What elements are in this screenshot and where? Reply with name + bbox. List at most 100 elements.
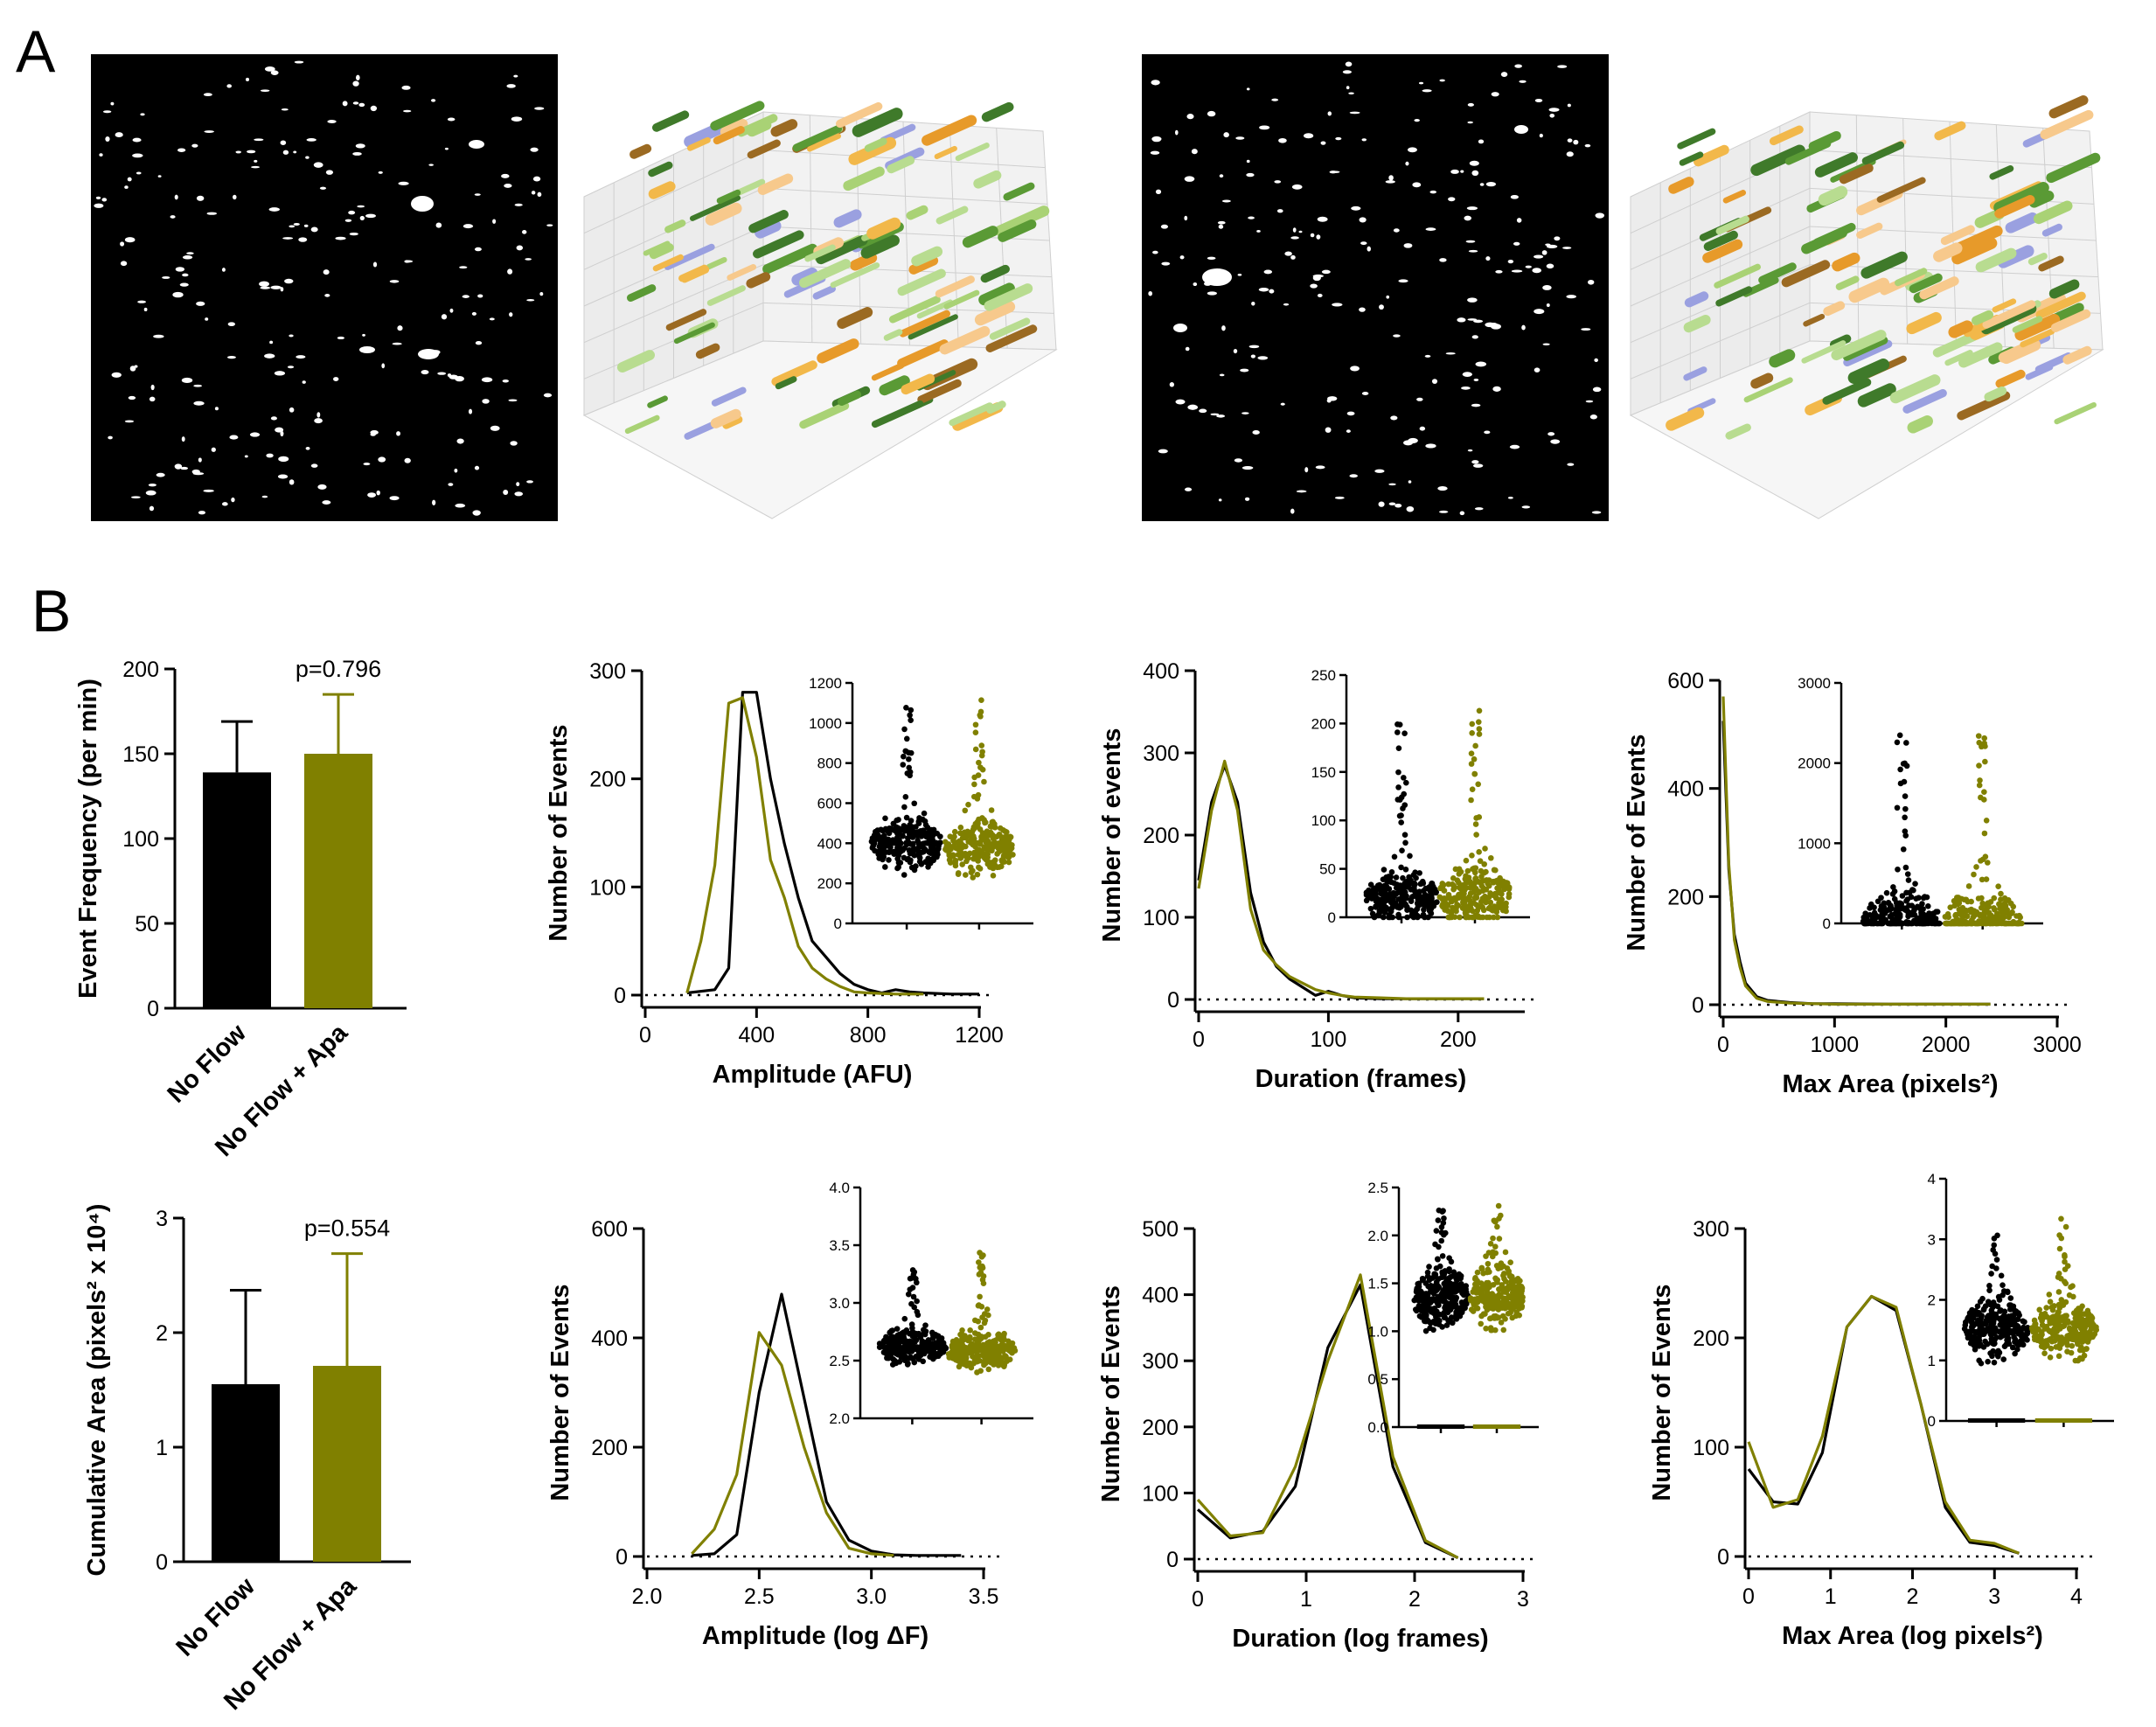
event-speck [277, 474, 289, 479]
inset-dot [1476, 889, 1483, 895]
event-trace [816, 235, 868, 265]
inset-dot [962, 850, 969, 857]
event-speck [404, 457, 411, 463]
inset-dot [2005, 1335, 2012, 1342]
event-speck [1439, 258, 1447, 262]
event-trace [713, 126, 745, 145]
inset-y-tick-label: 3.0 [829, 1295, 850, 1312]
event-trace [2041, 223, 2062, 237]
inset-dot [1398, 819, 1404, 825]
event-speck [260, 89, 270, 92]
series-line-no-flow [692, 1292, 962, 1557]
event-speck [111, 372, 122, 378]
event-speck [1491, 92, 1499, 97]
inset-dot [1968, 898, 1974, 905]
event-speck [1425, 227, 1436, 231]
x-tick-label: 0 [1192, 1587, 1204, 1612]
event-trace [837, 390, 862, 406]
inset-dot [978, 697, 984, 704]
inset-dot [1487, 906, 1494, 913]
event-speck [481, 377, 493, 383]
event-speck [1174, 129, 1179, 136]
inset-dot [1484, 1269, 1491, 1276]
inset-dot [1902, 814, 1908, 821]
inset-dot [929, 1341, 936, 1347]
event-speck [289, 479, 295, 485]
inset-dot [1991, 895, 1998, 902]
event-speck [1179, 255, 1185, 260]
event-speck [313, 162, 323, 168]
event-speck [1240, 368, 1249, 373]
event-speck [1379, 304, 1384, 310]
event-trace [1993, 182, 2049, 214]
inset-dot [972, 746, 979, 753]
inset-dot [1988, 1271, 1994, 1277]
event-speck [1315, 465, 1325, 470]
event-trace [695, 343, 720, 359]
inset-dot [1976, 763, 1982, 769]
inset-dot [984, 854, 991, 860]
event-speck [1525, 265, 1532, 268]
event-speck [174, 463, 183, 470]
event-speck-large [469, 140, 484, 149]
event-speck [389, 280, 400, 283]
event-speck [532, 176, 541, 182]
event-speck [289, 225, 296, 228]
event-speck [1317, 293, 1323, 297]
event-speck [1158, 449, 1168, 454]
inset-dot [2069, 1330, 2076, 1337]
inset-dot [1977, 1299, 1984, 1305]
inset-dot [1894, 739, 1901, 746]
inset-dot [874, 832, 881, 839]
inset-dot [936, 1345, 943, 1352]
event-speck [376, 490, 380, 496]
inset-dot [1452, 866, 1459, 873]
inset-y-tick-label: 1200 [809, 675, 842, 692]
event-speck [289, 407, 295, 413]
inset-dot [901, 826, 908, 832]
event-speck [1393, 334, 1401, 338]
inset-dot [985, 1366, 992, 1373]
inset-dot [1473, 902, 1480, 909]
event-trace [1932, 331, 1979, 358]
inset-dot [900, 1332, 907, 1338]
x-tick-label: 1200 [955, 1023, 1004, 1048]
inset-dot [1445, 891, 1452, 898]
event-speck [1150, 150, 1160, 155]
inset-dot [880, 839, 886, 846]
event-speck [1327, 111, 1332, 116]
inset-dot [1448, 1258, 1455, 1265]
inset-dot [1481, 860, 1488, 867]
event-speck [1244, 497, 1250, 501]
inset-dot [1903, 897, 1909, 904]
event-speck [1408, 437, 1418, 444]
inset-dot [1476, 849, 1482, 855]
event-speck [1329, 171, 1337, 174]
y-axis-title: Event Frequency (per min) [74, 679, 102, 999]
inset-dot [903, 839, 909, 846]
y-tick-label: 200 [1693, 1327, 1729, 1351]
x-tick-label: 3 [1988, 1584, 2000, 1609]
inset-dot [1452, 1286, 1459, 1292]
inset-y-tick-label: 3.5 [829, 1237, 850, 1254]
inset-dot [1443, 1322, 1450, 1328]
event-trace [791, 267, 818, 286]
x-tick-label: 3.0 [856, 1584, 887, 1609]
event-trace [2028, 191, 2055, 208]
event-trace [1989, 164, 2014, 180]
inset-dot [1395, 745, 1402, 751]
inset-dot [1435, 1318, 1442, 1324]
inset-dot [1965, 883, 1972, 889]
inset-dot [1880, 906, 1886, 913]
event-trace [798, 259, 852, 289]
event-trace [985, 324, 1038, 352]
inset-dot [902, 748, 908, 755]
inset-dot [988, 807, 995, 813]
event-trace [860, 234, 900, 259]
event-speck [1465, 240, 1476, 243]
inset-y-tick-label: 2.5 [829, 1353, 850, 1369]
event-trace [722, 415, 743, 429]
event-speck [1346, 411, 1355, 416]
event-trace [1679, 151, 1704, 166]
inset-dot [998, 1347, 1005, 1354]
